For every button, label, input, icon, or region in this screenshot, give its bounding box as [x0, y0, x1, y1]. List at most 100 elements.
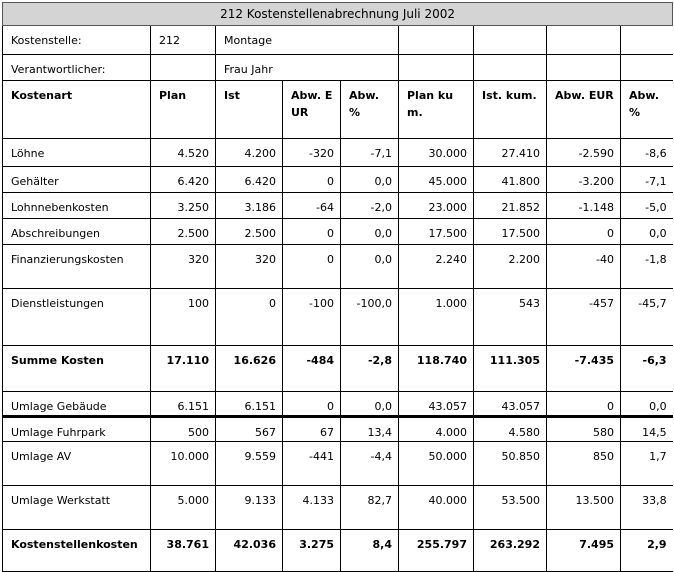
- column-header: Abw. EUR: [282, 80, 341, 139]
- value-cell: 0: [546, 218, 621, 245]
- cost-type-cell: Abschreibungen: [2, 218, 151, 245]
- cost-type-cell: Lohnnebenkosten: [2, 192, 151, 219]
- cost-type-cell: Umlage Gebäude: [2, 391, 151, 417]
- value-cell: 6.420: [215, 166, 283, 193]
- report-title: 212 Kostenstellenabrechnung Juli 2002: [1, 2, 674, 26]
- value-cell: 41.800: [473, 166, 547, 193]
- info-row-responsible: Verantwortlicher: Frau Jahr: [2, 54, 673, 81]
- value-cell: 111.305: [473, 345, 547, 392]
- column-header: Plan kum.: [398, 80, 474, 139]
- value-cell: 14,5: [619, 415, 673, 442]
- value-cell: 50.000: [398, 441, 474, 486]
- value-cell: 42.036: [215, 529, 283, 572]
- info-label: Kostenstelle:: [2, 25, 151, 55]
- table-row: Kostenstellenkosten 38.761 42.036 3.275 8,4 2…: [2, 529, 673, 572]
- value-cell: 2.200: [473, 244, 547, 289]
- column-header: Abw. %: [619, 80, 673, 139]
- value-cell: 567: [215, 415, 283, 442]
- table-row: Finanzierungskosten 320 320 0 0,0 2.240 2.200-…: [2, 244, 673, 289]
- value-cell: 6.420: [150, 166, 216, 193]
- value-cell: 580: [546, 415, 621, 442]
- value-cell: -2.590: [546, 138, 621, 167]
- value-cell: -5,0: [619, 192, 673, 219]
- table-row: Gehälter 6.420 6.420 0 0,0 45.000 41.800 -3.200…: [2, 166, 673, 193]
- table-row: Umlage Gebäude 6.151 6.151 0 0,0 43.057 43.057…: [2, 391, 673, 417]
- value-cell: 500: [150, 415, 216, 442]
- value-cell: 4.580: [473, 415, 547, 442]
- value-cell: 0: [546, 391, 621, 417]
- value-cell: 4.200: [215, 138, 283, 167]
- value-cell: 6.151: [215, 391, 283, 417]
- cost-type-cell: Summe Kosten: [2, 345, 151, 392]
- value-cell: 40.000: [398, 485, 474, 530]
- header-row: Kostenart Plan Ist Abw. EUR Abw. % Plan kum. I…: [2, 80, 673, 139]
- value-cell: 3.250: [150, 192, 216, 219]
- value-cell: 4.133: [282, 485, 341, 530]
- table-row: Dienstleistungen 100 0 -100 -100,0 1.000 543 -4…: [2, 288, 673, 346]
- table-row: Summe Kosten 17.110 16.626 -484 -2,8 118.740 1…: [2, 345, 673, 392]
- value-cell: 38.761: [150, 529, 216, 572]
- value-cell: 118.740: [398, 345, 474, 392]
- table-row: Löhne 4.520 4.200 -320 -7,1 30.000 27.410 -2.59…: [2, 138, 673, 167]
- value-cell: -45,7: [619, 288, 673, 346]
- cost-type-cell: Umlage AV: [2, 441, 151, 486]
- value-cell: -441: [282, 441, 341, 486]
- cost-type-cell: Löhne: [2, 138, 151, 167]
- value-cell: 27.410: [473, 138, 547, 167]
- empty-cell: [473, 54, 547, 81]
- value-cell: 2.500: [150, 218, 216, 245]
- value-cell: 13.500: [546, 485, 621, 530]
- value-cell: 8,4: [340, 529, 399, 572]
- value-cell: 263.292: [473, 529, 547, 572]
- table-row: Umlage AV 10.000 9.559 -441 -4,4 50.000 50.850…: [2, 441, 673, 486]
- value-cell: 17.500: [398, 218, 474, 245]
- value-cell: 53.500: [473, 485, 547, 530]
- value-cell: 17.110: [150, 345, 216, 392]
- table-row: Abschreibungen 2.500 2.500 0 0,0 17.500 17.500…: [2, 218, 673, 245]
- info-code: 212: [150, 25, 216, 55]
- info-row-cost-center: Kostenstelle: 212 Montage: [2, 25, 673, 55]
- value-cell: -2,0: [340, 192, 399, 219]
- value-cell: 33,8: [619, 485, 673, 530]
- info-value: Frau Jahr: [215, 54, 399, 81]
- column-header: Plan: [150, 80, 216, 139]
- value-cell: 0,0: [619, 218, 673, 245]
- value-cell: -7.435: [546, 345, 621, 392]
- value-cell: 543: [473, 288, 547, 346]
- column-header: Kostenart: [2, 80, 151, 139]
- value-cell: -1,8: [619, 244, 673, 289]
- cost-type-cell: Umlage Werkstatt: [2, 485, 151, 530]
- value-cell: 3.186: [215, 192, 283, 219]
- value-cell: 50.850: [473, 441, 547, 486]
- value-cell: 13,4: [340, 415, 399, 442]
- value-cell: -100,0: [340, 288, 399, 346]
- value-cell: -7,1: [340, 138, 399, 167]
- value-cell: 0: [282, 391, 341, 417]
- value-cell: 0,0: [619, 391, 673, 417]
- cost-type-cell: Finanzierungskosten: [2, 244, 151, 289]
- value-cell: 82,7: [340, 485, 399, 530]
- value-cell: 9.133: [215, 485, 283, 530]
- cost-type-cell: Umlage Fuhrpark: [2, 415, 151, 442]
- value-cell: 45.000: [398, 166, 474, 193]
- value-cell: 17.500: [473, 218, 547, 245]
- info-label: Verantwortlicher:: [2, 54, 151, 81]
- value-cell: 0,0: [340, 244, 399, 289]
- value-cell: 3.275: [282, 529, 341, 572]
- value-cell: 0: [282, 166, 341, 193]
- value-cell: 43.057: [473, 391, 547, 417]
- value-cell: 0: [282, 218, 341, 245]
- value-cell: 850: [546, 441, 621, 486]
- value-cell: 2.500: [215, 218, 283, 245]
- column-header: Ist. kum.: [473, 80, 547, 139]
- value-cell: 0,0: [340, 218, 399, 245]
- value-cell: -457: [546, 288, 621, 346]
- value-cell: 100: [150, 288, 216, 346]
- empty-cell: [398, 25, 474, 55]
- empty-cell: [398, 54, 474, 81]
- cost-type-cell: Kostenstellenkosten: [2, 529, 151, 572]
- value-cell: -3.200: [546, 166, 621, 193]
- value-cell: 7.495: [546, 529, 621, 572]
- empty-cell: [546, 25, 621, 55]
